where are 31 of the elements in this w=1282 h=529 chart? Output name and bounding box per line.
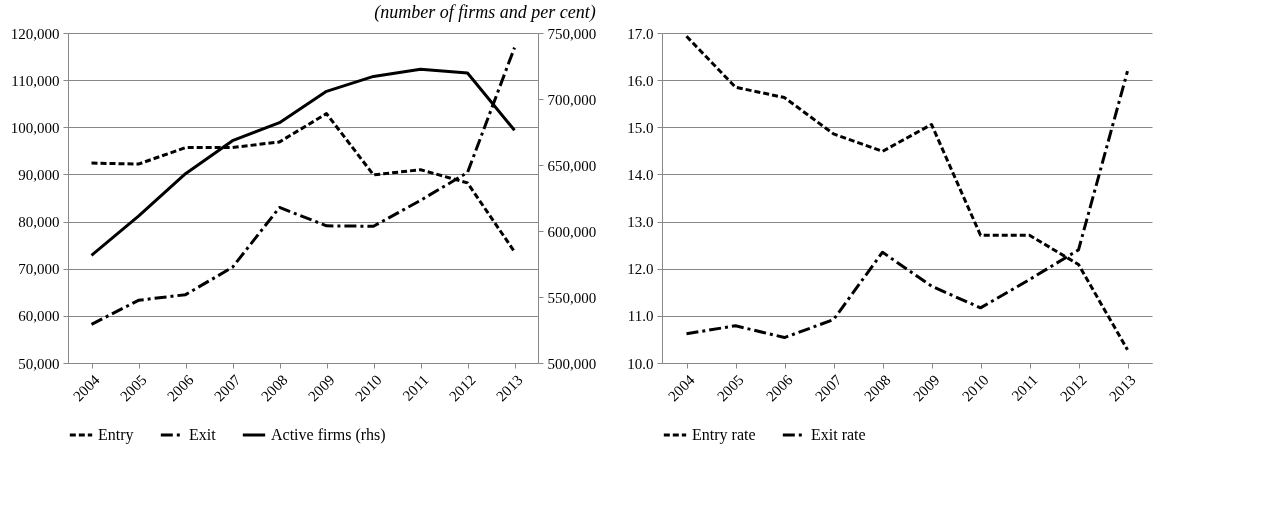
legend-label: Exit rate xyxy=(811,426,866,443)
chart-subtitle: (number of firms and per cent) xyxy=(374,2,596,23)
y-tick-label: 17.0 xyxy=(627,25,654,42)
line-series xyxy=(90,46,516,326)
y-tick-label: 50,000 xyxy=(18,355,60,372)
x-tick-label: 2011 xyxy=(1008,371,1041,404)
y-tick-label: 12.0 xyxy=(627,261,654,278)
legend-label: Entry xyxy=(98,426,134,444)
y2-tick-label: 650,000 xyxy=(547,157,597,174)
y-tick-label: 70,000 xyxy=(18,261,60,278)
y2-tick-label: 700,000 xyxy=(547,91,597,108)
y2-tick-label: 600,000 xyxy=(547,223,597,240)
y-tick-label: 110,000 xyxy=(11,72,60,89)
y-tick-label: 60,000 xyxy=(18,308,60,325)
y2-tick-label: 500,000 xyxy=(547,355,597,372)
y-tick-label: 15.0 xyxy=(627,119,654,136)
y-tick-label: 120,000 xyxy=(10,25,60,42)
y-tick-label: 16.0 xyxy=(627,72,654,89)
y-tick-label: 100,000 xyxy=(10,119,60,136)
y-tick-label: 11.0 xyxy=(627,308,654,325)
y-tick-label: 13.0 xyxy=(627,214,654,231)
legend-label: Exit xyxy=(189,426,217,443)
legend-label: Active firms (rhs) xyxy=(271,426,386,444)
x-tick-label: 2011 xyxy=(399,371,432,404)
y-tick-label: 80,000 xyxy=(18,214,60,231)
legend-label: Entry rate xyxy=(692,426,756,444)
y-tick-label: 14.0 xyxy=(627,166,654,183)
y-tick-label: 10.0 xyxy=(627,355,654,372)
y2-tick-label: 550,000 xyxy=(547,289,597,306)
y2-tick-label: 750,000 xyxy=(547,25,597,42)
y-tick-label: 90,000 xyxy=(18,166,60,183)
